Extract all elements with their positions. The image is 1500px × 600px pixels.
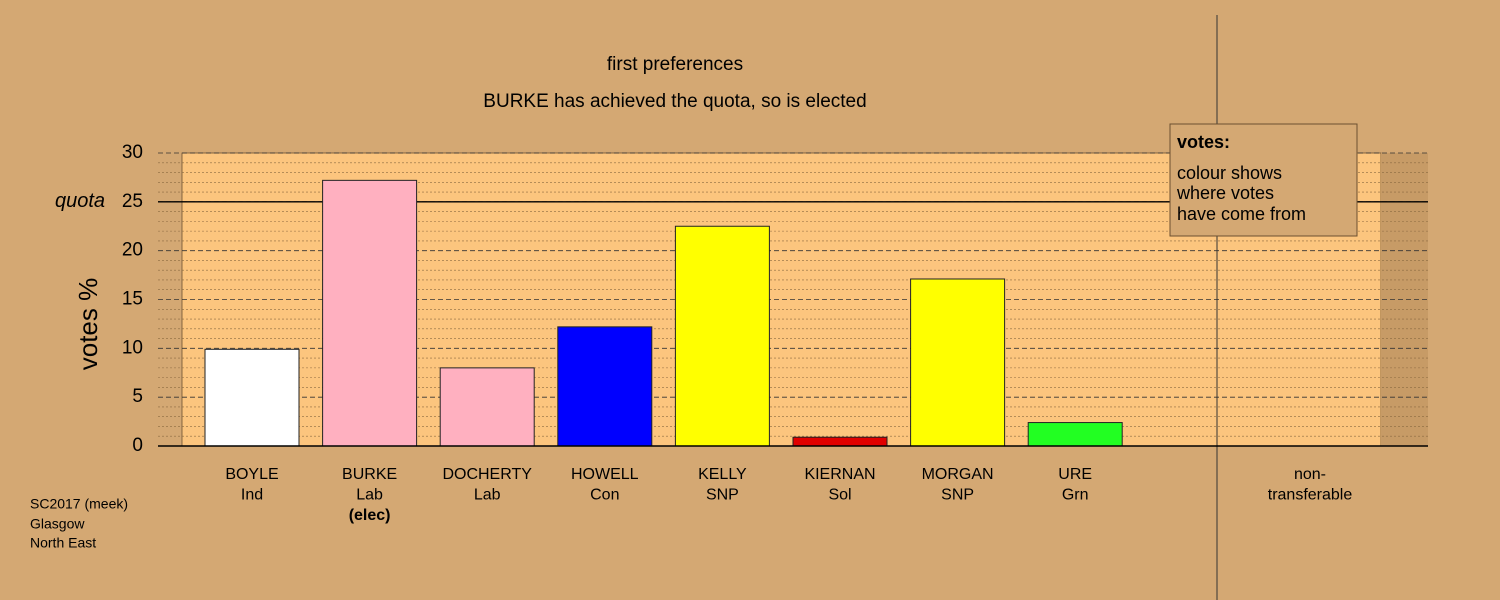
x-tick-label: Lab bbox=[356, 487, 383, 504]
x-tick-label: SNP bbox=[941, 487, 974, 504]
legend-title: votes: bbox=[1177, 132, 1230, 152]
bar bbox=[910, 278, 1006, 447]
x-tick-label: SNP bbox=[706, 487, 739, 504]
y-tick-label: 15 bbox=[122, 289, 143, 310]
bar bbox=[322, 179, 418, 447]
x-tick-label: HOWELL bbox=[571, 466, 639, 483]
x-tick-label: KIERNAN bbox=[804, 466, 875, 483]
x-tick-label: transferable bbox=[1268, 487, 1353, 504]
bar bbox=[1027, 422, 1123, 447]
y-tick-label: 10 bbox=[122, 337, 143, 358]
bar bbox=[674, 225, 770, 447]
y-tick-label: 30 bbox=[122, 142, 143, 163]
x-tick-label: URE bbox=[1058, 466, 1092, 483]
x-tick-label: (elec) bbox=[349, 507, 391, 524]
bar bbox=[792, 436, 888, 447]
footnote: SC2017 (meek) bbox=[30, 496, 128, 512]
footnote: North East bbox=[30, 535, 96, 551]
x-tick-label: non- bbox=[1294, 466, 1326, 483]
legend-text: have come from bbox=[1177, 204, 1306, 224]
x-tick-label: DOCHERTY bbox=[442, 466, 532, 483]
x-tick-label: Sol bbox=[828, 487, 851, 504]
legend-box bbox=[1169, 123, 1358, 237]
x-tick-label: Grn bbox=[1062, 487, 1089, 504]
plot: 0 5 10 15 20 25 30 quota BOYLE Ind BURKE Lab (elec) D… bbox=[55, 142, 1428, 524]
footnote: Glasgow bbox=[30, 516, 85, 532]
x-tick-label: Lab bbox=[474, 487, 501, 504]
chart-subtitle: BURKE has achieved the quota, so is elec… bbox=[483, 91, 866, 112]
x-tick-label: KELLY bbox=[698, 466, 747, 483]
y-tick-label: 0 bbox=[132, 435, 143, 456]
plot-margin bbox=[1381, 153, 1428, 446]
chart-title: first preferences bbox=[607, 54, 743, 75]
y-axis-label: votes % bbox=[73, 278, 103, 371]
y-tick-label: 5 bbox=[132, 386, 143, 407]
bar bbox=[439, 367, 535, 447]
x-tick-label: BURKE bbox=[342, 466, 397, 483]
y-tick-label: 25 bbox=[122, 191, 143, 212]
x-tick-label: Con bbox=[590, 487, 619, 504]
x-tick-label: Ind bbox=[241, 487, 263, 504]
legend-text: where votes bbox=[1176, 183, 1274, 203]
quota-label: quota bbox=[55, 190, 105, 212]
y-tick-label: 20 bbox=[122, 240, 143, 261]
bar bbox=[557, 326, 653, 447]
bar bbox=[204, 348, 300, 447]
x-tick-label: BOYLE bbox=[225, 466, 278, 483]
x-tick-label: MORGAN bbox=[922, 466, 994, 483]
legend-text: colour shows bbox=[1177, 163, 1282, 183]
